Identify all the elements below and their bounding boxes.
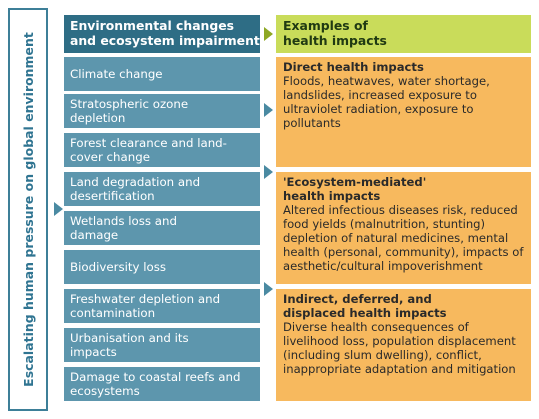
change-wetlands: Wetlands loss and damage xyxy=(64,211,260,245)
header-environmental-changes: Environmental changes and ecosystem impa… xyxy=(64,15,260,53)
change-label: Wetlands loss and damage xyxy=(70,214,177,242)
change-coastal: Damage to coastal reefs and ecosystems xyxy=(64,367,260,401)
change-label: Urbanisation and its impacts xyxy=(70,331,189,359)
change-land: Land degradation and desertification xyxy=(64,172,260,206)
change-forest: Forest clearance and land-cover change xyxy=(64,133,260,167)
header-health-impacts: Examples of health impacts xyxy=(276,15,531,53)
change-label: Stratospheric ozone depletion xyxy=(70,97,189,125)
arrow-right-icon xyxy=(264,282,273,296)
pressure-frame xyxy=(8,8,48,411)
change-freshwater: Freshwater depletion and contamination xyxy=(64,289,260,323)
impact-text: Diverse health consequences of livelihoo… xyxy=(283,320,516,376)
impact-indirect: Indirect, deferred, and displaced health… xyxy=(276,289,531,401)
change-label: Freshwater depletion and contamination xyxy=(70,292,221,320)
change-biodiversity: Biodiversity loss xyxy=(64,250,260,284)
impact-title: Direct health impacts xyxy=(283,60,424,74)
change-label: Damage to coastal reefs and ecosystems xyxy=(70,370,241,398)
change-ozone: Stratospheric ozone depletion xyxy=(64,94,260,128)
side-label: Escalating human pressure on global envi… xyxy=(20,32,36,387)
header-arrow-icon xyxy=(264,27,273,41)
impact-title: 'Ecosystem-mediated' health impacts xyxy=(283,175,427,203)
change-label: Biodiversity loss xyxy=(70,260,167,274)
change-label: Land degradation and desertification xyxy=(70,175,201,203)
side-label-wrapper: Escalating human pressure on global envi… xyxy=(8,8,48,411)
impact-text: Floods, heatwaves, water shortage, lands… xyxy=(283,74,490,130)
impact-direct: Direct health impacts Floods, heatwaves,… xyxy=(276,57,531,167)
header-right-text: Examples of health impacts xyxy=(283,18,387,48)
arrow-right-icon xyxy=(264,103,273,117)
header-left-text: Environmental changes and ecosystem impa… xyxy=(70,18,260,48)
impact-ecosystem-mediated: 'Ecosystem-mediated' health impacts Alte… xyxy=(276,172,531,284)
impact-title: Indirect, deferred, and displaced health… xyxy=(283,292,447,320)
change-climate: Climate change xyxy=(64,57,260,91)
change-label: Climate change xyxy=(70,67,163,81)
impact-text: Altered infectious diseases risk, reduce… xyxy=(283,203,524,273)
pressure-arrow-icon xyxy=(54,202,63,216)
arrow-right-icon xyxy=(264,165,273,179)
change-label: Forest clearance and land-cover change xyxy=(70,136,227,164)
change-urbanisation: Urbanisation and its impacts xyxy=(64,328,260,362)
